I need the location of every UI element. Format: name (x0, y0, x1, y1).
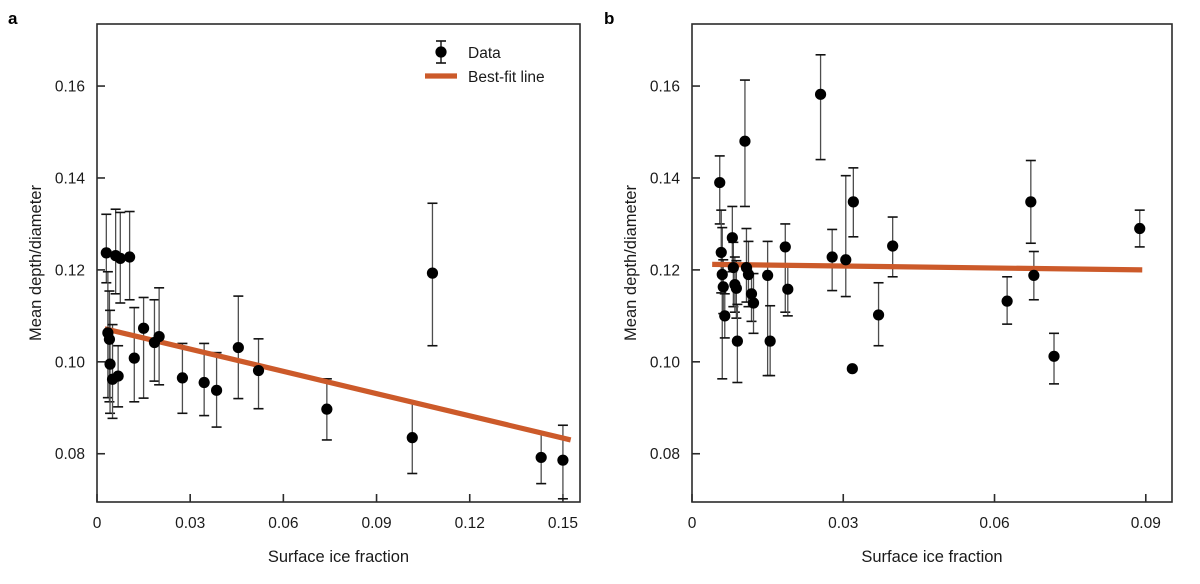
data-point-marker (745, 288, 758, 300)
data-point-marker (742, 268, 755, 281)
data-point-marker (840, 254, 852, 266)
x-tick-label: 0.12 (455, 515, 485, 532)
data-point-marker (535, 451, 547, 464)
y-tick-label: 0.14 (55, 170, 86, 187)
x-axis-title: Surface ice fraction (861, 548, 1002, 566)
data-point-marker (198, 376, 210, 389)
plot-frame (96, 23, 581, 503)
x-tick-label: 0.06 (979, 515, 1009, 532)
data-point-marker (128, 352, 140, 364)
y-axis-title: Mean depth/diameter (622, 185, 640, 341)
x-tick-label: 0 (688, 515, 697, 532)
y-tick-label: 0.12 (55, 262, 85, 279)
data-point-marker (252, 364, 265, 377)
error-bar (840, 174, 851, 298)
y-axis-title: Mean depth/diameter (27, 185, 45, 341)
data-point-marker (103, 333, 116, 345)
data-point-marker (779, 241, 791, 253)
legend-label-data: Data (468, 45, 501, 62)
error-bar (138, 296, 149, 399)
data-point-marker (426, 267, 439, 279)
data-point-marker (782, 283, 794, 295)
data-point-marker (1001, 295, 1013, 307)
legend-label-best-fit-line: Best-fit line (468, 69, 545, 86)
panel-a-plot: 0.08 0.10 0.12 0.14 0.16 0 0.03 0.06 0.09 0.12 0.1… (27, 23, 581, 566)
data-point-marker (726, 232, 738, 244)
data-point-marker (747, 297, 760, 309)
error-bar (762, 240, 773, 377)
data-point-marker (719, 310, 731, 322)
data-point-marker (887, 240, 899, 252)
data-point-marker (715, 246, 727, 259)
data-point-marker (137, 322, 150, 334)
data-point-marker (321, 403, 333, 415)
data-point-marker (739, 135, 751, 147)
error-bar (714, 155, 725, 225)
data-point-marker (104, 358, 116, 370)
data-point-marker (1025, 196, 1037, 208)
x-tick-label: 0.03 (828, 515, 858, 532)
data-point-marker (100, 247, 112, 259)
panel-b: b 0.08 0.10 0.12 0.14 0.16 0 0.03 0.06 0.09 Surfa… (600, 0, 1200, 584)
best-fit-line (104, 326, 572, 443)
x-tick-label: 0.03 (175, 515, 205, 532)
data-point-marker (210, 384, 223, 396)
legend: Data Best-fit line (425, 40, 545, 86)
x-axis-title: Surface ice fraction (268, 548, 409, 566)
y-tick-label: 0.10 (55, 354, 86, 371)
plot-frame (691, 23, 1173, 503)
data-point-marker (1028, 269, 1040, 282)
data-point-marker (847, 196, 859, 208)
data-point-marker (826, 251, 838, 263)
y-tick-label: 0.08 (55, 446, 85, 463)
data-point-marker (762, 269, 774, 282)
data-point-marker (557, 454, 569, 466)
y-tick-label: 0.12 (650, 262, 680, 279)
legend-data-marker (435, 40, 447, 64)
data-point-marker (764, 335, 776, 347)
y-tick-label: 0.08 (650, 446, 680, 463)
y-tick-label: 0.16 (650, 79, 680, 96)
data-point-marker (1134, 222, 1146, 235)
data-point-marker (714, 176, 726, 189)
data-point-marker (114, 252, 126, 265)
best-fit-line (712, 261, 1143, 273)
panel-b-label: b (604, 9, 615, 28)
data-point-marker (730, 282, 742, 294)
data-point-marker (153, 330, 165, 343)
x-tick-label: 0.06 (268, 515, 298, 532)
data-point-marker (112, 370, 124, 382)
data-point-marker (731, 335, 743, 347)
data-point-marker (176, 372, 189, 384)
data-point-marker (717, 281, 729, 293)
x-tick-label: 0.09 (1131, 515, 1161, 532)
data-point-marker (232, 341, 244, 354)
panel-a: a 0.08 0.10 0.12 0.14 0.16 0 0.03 0.06 0.09 0.12 0… (8, 9, 581, 566)
y-tick-label: 0.14 (650, 170, 681, 187)
error-bar (815, 53, 826, 161)
data-point-marker (124, 251, 136, 263)
panel-a-label: a (8, 9, 18, 28)
y-tick-label: 0.16 (55, 79, 85, 96)
panel-b-plot: 0.08 0.10 0.12 0.14 0.16 0 0.03 0.06 0.09 Surface… (622, 23, 1173, 566)
x-tick-label: 0.09 (361, 515, 391, 532)
data-point-marker (406, 432, 418, 444)
data-point-marker (814, 88, 827, 100)
data-point-marker (846, 363, 858, 375)
data-point-marker (1048, 350, 1060, 362)
error-bar (780, 223, 791, 313)
data-point-marker (716, 268, 728, 281)
y-tick-label: 0.10 (650, 354, 681, 371)
data-point-marker (727, 261, 739, 274)
x-tick-label: 0 (93, 515, 102, 532)
data-point-marker (872, 309, 885, 321)
x-tick-label: 0.15 (548, 515, 578, 532)
